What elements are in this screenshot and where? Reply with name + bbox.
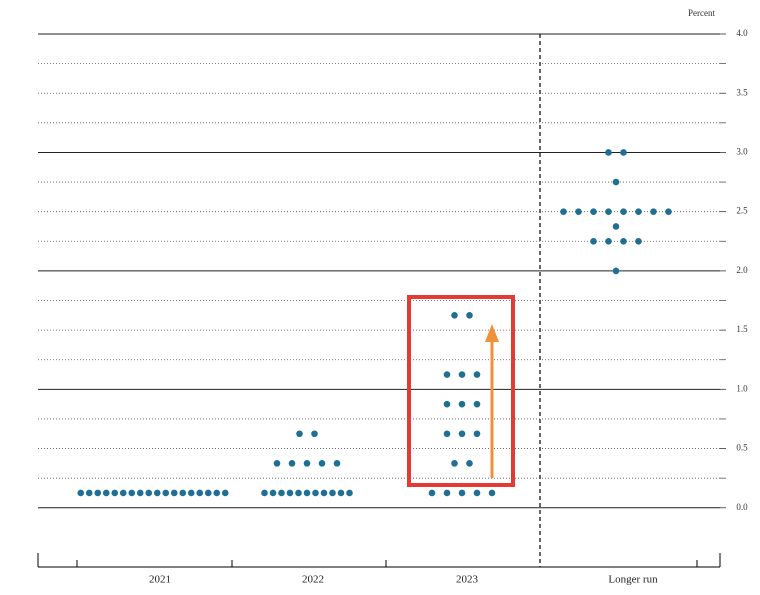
dot: [443, 489, 451, 497]
dot: [179, 489, 187, 497]
y-tick-label: 4.0: [736, 28, 748, 38]
dot: [443, 400, 451, 408]
dot: [288, 460, 296, 467]
dot: [221, 489, 229, 497]
dot: [278, 489, 285, 497]
dot: [295, 489, 302, 497]
dot: [303, 460, 311, 467]
dot: [488, 489, 496, 497]
dot: [269, 489, 277, 497]
dot: [650, 208, 657, 215]
x-tick-label: Longer run: [608, 574, 658, 586]
dot: [77, 489, 85, 497]
dot: [320, 489, 328, 497]
dot: [466, 460, 473, 467]
dot: [443, 430, 451, 438]
dot: [458, 400, 466, 408]
dot: [458, 489, 466, 497]
dot: [111, 489, 119, 497]
y-tick-label: 2.5: [736, 206, 748, 216]
dot: [605, 237, 612, 245]
dot: [605, 149, 612, 156]
x-tick-label: 2021: [149, 574, 171, 586]
y-tick-label: 1.0: [736, 383, 748, 393]
dot: [85, 489, 93, 497]
dot: [635, 208, 642, 215]
y-tick-label: 2.0: [736, 265, 748, 275]
dot: [329, 489, 336, 497]
dot: [204, 489, 212, 497]
dot: [119, 489, 127, 497]
dot: [428, 489, 436, 497]
x-tick-label: 2023: [456, 574, 479, 586]
dot: [128, 489, 136, 497]
dot: [473, 400, 481, 408]
dot: [296, 430, 303, 438]
y-tick-label: 3.5: [736, 87, 748, 97]
dot: [196, 489, 204, 497]
dot: [620, 149, 627, 156]
dot: [311, 430, 318, 438]
dot: [458, 430, 466, 438]
dot: [473, 489, 481, 497]
dot: [102, 489, 110, 497]
dot: [620, 208, 627, 215]
dot: [590, 237, 597, 245]
y-tick-label: 0.0: [736, 502, 748, 512]
dot: [187, 489, 195, 497]
dot: [337, 489, 345, 497]
dot: [458, 371, 466, 378]
dot: [605, 208, 612, 215]
dot: [620, 237, 627, 245]
dot: [213, 489, 221, 497]
dot: [333, 460, 341, 467]
dot: [162, 489, 170, 497]
y-tick-label: 0.5: [736, 443, 748, 453]
highlight-box: [407, 295, 515, 487]
dot: [451, 312, 458, 319]
y-tick-label: 3.0: [736, 147, 748, 157]
dot: [612, 267, 620, 275]
dot: [145, 489, 153, 497]
dot: [451, 460, 458, 467]
dot: [312, 489, 319, 497]
dot: [612, 223, 620, 230]
x-tick-label: 2022: [302, 574, 324, 586]
dot: [286, 489, 294, 497]
dot: [443, 371, 451, 378]
dot: [612, 178, 620, 186]
x-ticks: [37, 553, 721, 567]
dot: [170, 489, 178, 497]
dot: [153, 489, 161, 497]
dot: [473, 430, 481, 438]
arrow-head: [485, 324, 499, 342]
dot: [466, 312, 473, 319]
dot: [303, 489, 311, 497]
dot: [346, 489, 353, 497]
dot: [635, 237, 642, 245]
dot: [273, 460, 281, 467]
dot: [318, 460, 326, 467]
y-tick-label: 1.5: [736, 324, 748, 334]
dot: [560, 208, 567, 215]
y-axis-label: Percent: [688, 8, 715, 18]
dot: [473, 371, 481, 378]
dot: [665, 208, 672, 215]
dot: [136, 489, 144, 497]
dot: [575, 208, 582, 215]
dot: [261, 489, 268, 497]
dot: [590, 208, 597, 215]
dot: [94, 489, 102, 497]
